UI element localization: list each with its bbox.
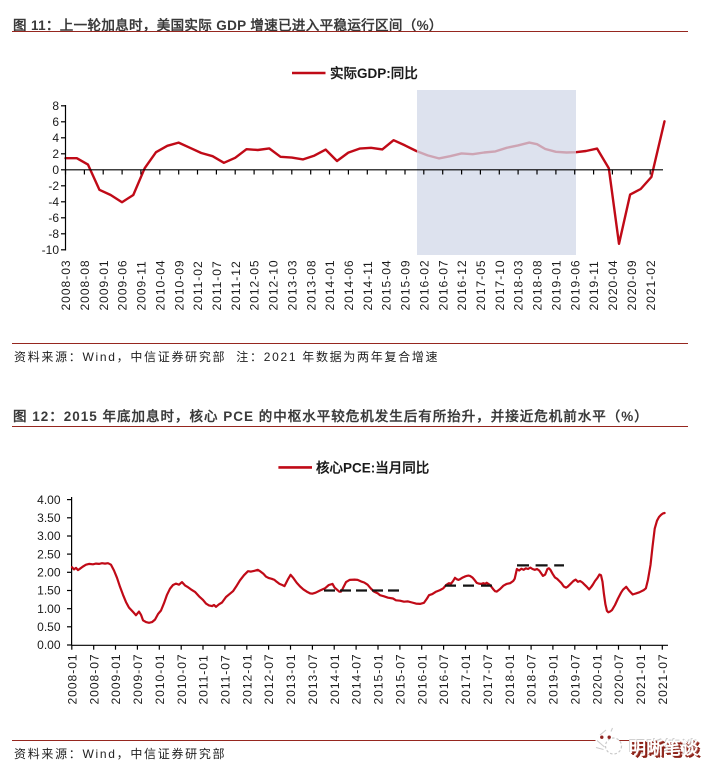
svg-text:2016-01: 2016-01	[415, 653, 429, 704]
svg-text:2017-01: 2017-01	[459, 653, 473, 704]
svg-text:2010-04: 2010-04	[153, 259, 167, 310]
svg-text:2013-07: 2013-07	[306, 653, 320, 704]
svg-text:0: 0	[52, 163, 59, 177]
svg-text:2018-01: 2018-01	[503, 653, 517, 704]
svg-text:2021-07: 2021-07	[656, 653, 670, 704]
svg-text:-8: -8	[48, 227, 59, 241]
svg-text:2009-01: 2009-01	[97, 259, 111, 310]
svg-text:4: 4	[52, 131, 59, 145]
svg-text:0.00: 0.00	[37, 638, 61, 652]
svg-text:2015-01: 2015-01	[372, 653, 386, 704]
svg-text:2008-01: 2008-01	[65, 653, 79, 704]
svg-text:2010-07: 2010-07	[175, 653, 189, 704]
svg-text:2014-01: 2014-01	[328, 653, 342, 704]
svg-text:2016-02: 2016-02	[417, 259, 431, 310]
svg-text:2012-07: 2012-07	[262, 653, 276, 704]
svg-text:2009-07: 2009-07	[131, 653, 145, 704]
svg-text:2011-12: 2011-12	[229, 260, 243, 310]
svg-text:2015-07: 2015-07	[394, 653, 408, 704]
svg-text:2020-01: 2020-01	[590, 653, 604, 704]
svg-text:1.50: 1.50	[37, 584, 61, 598]
svg-text:2010-09: 2010-09	[172, 259, 186, 310]
svg-text:2020-07: 2020-07	[612, 653, 626, 704]
svg-text:2018-07: 2018-07	[525, 653, 539, 704]
svg-text:1.00: 1.00	[37, 602, 61, 616]
svg-text:2012-10: 2012-10	[267, 259, 281, 310]
svg-text:6: 6	[52, 115, 59, 129]
svg-text:2019-06: 2019-06	[568, 259, 582, 310]
svg-text:2009-06: 2009-06	[116, 259, 130, 310]
svg-text:2009-11: 2009-11	[135, 260, 149, 310]
svg-text:2021-01: 2021-01	[634, 653, 648, 704]
svg-text:2011-07: 2011-07	[219, 654, 233, 704]
svg-text:2008-07: 2008-07	[87, 653, 101, 704]
svg-text:2011-02: 2011-02	[191, 260, 205, 310]
svg-text:2015-09: 2015-09	[399, 259, 413, 310]
svg-text:2008-08: 2008-08	[78, 259, 92, 310]
svg-text:2014-06: 2014-06	[342, 259, 356, 310]
svg-text:2.50: 2.50	[37, 547, 61, 561]
svg-text:-4: -4	[48, 195, 59, 209]
svg-text:核心PCE:当月同比: 核心PCE:当月同比	[316, 459, 429, 475]
svg-text:2019-11: 2019-11	[587, 260, 601, 310]
svg-text:2019-07: 2019-07	[568, 653, 582, 704]
svg-text:2009-01: 2009-01	[109, 653, 123, 704]
svg-text:2: 2	[52, 147, 59, 161]
svg-text:2010-01: 2010-01	[153, 653, 167, 704]
svg-text:2014-11: 2014-11	[361, 260, 375, 310]
svg-text:2011-07: 2011-07	[210, 260, 224, 310]
svg-text:4.00: 4.00	[37, 493, 61, 507]
svg-text:2020-09: 2020-09	[625, 259, 639, 310]
svg-text:2017-07: 2017-07	[481, 653, 495, 704]
svg-text:0.50: 0.50	[37, 620, 61, 634]
svg-text:2016-12: 2016-12	[455, 259, 469, 310]
svg-text:2008-03: 2008-03	[59, 259, 73, 310]
svg-text:2012-01: 2012-01	[240, 653, 254, 704]
svg-text:2.00: 2.00	[37, 566, 61, 580]
svg-text:2019-01: 2019-01	[550, 259, 564, 310]
svg-text:3.50: 3.50	[37, 511, 61, 525]
svg-text:2020-04: 2020-04	[606, 259, 620, 310]
svg-text:2014-01: 2014-01	[323, 259, 337, 310]
svg-text:2021-02: 2021-02	[644, 259, 658, 310]
svg-text:2011-01: 2011-01	[197, 654, 211, 704]
svg-text:2017-10: 2017-10	[493, 259, 507, 310]
svg-text:2016-07: 2016-07	[437, 653, 451, 704]
svg-text:2018-08: 2018-08	[531, 259, 545, 310]
svg-text:2015-04: 2015-04	[380, 259, 394, 310]
svg-text:2014-07: 2014-07	[350, 653, 364, 704]
svg-text:2017-05: 2017-05	[474, 259, 488, 310]
svg-text:2019-01: 2019-01	[547, 653, 561, 704]
svg-text:3.00: 3.00	[37, 529, 61, 543]
svg-text:-2: -2	[48, 179, 59, 193]
svg-text:8: 8	[52, 99, 59, 113]
svg-text:-6: -6	[48, 211, 59, 225]
svg-text:实际GDP:同比: 实际GDP:同比	[330, 65, 418, 81]
svg-text:2013-01: 2013-01	[284, 653, 298, 704]
svg-text:2012-05: 2012-05	[248, 259, 262, 310]
svg-text:2016-07: 2016-07	[436, 259, 450, 310]
svg-text:2018-03: 2018-03	[512, 259, 526, 310]
svg-text:2013-08: 2013-08	[304, 259, 318, 310]
svg-text:2013-03: 2013-03	[285, 259, 299, 310]
svg-text:-10: -10	[42, 243, 60, 257]
